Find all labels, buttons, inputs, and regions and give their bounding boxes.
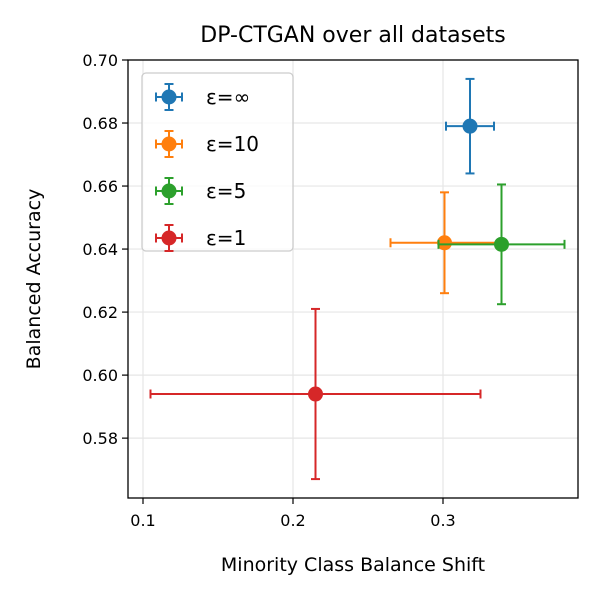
legend-label: ε=10 [206,132,259,156]
y-tick-label: 0.62 [82,303,118,322]
legend-entry-2: ε=5 [155,177,246,205]
legend-entry-0: ε=∞ [155,83,250,111]
series-0-errorbar-point [445,77,495,175]
legend-marker [161,230,177,246]
y-tick-label: 0.68 [82,114,118,133]
legend-entry-3: ε=1 [155,224,246,252]
y-tick-label: 0.60 [82,366,118,385]
axis-ticks: 0.1 0.2 0.3 0.58 0.60 0.62 0.64 0.66 0.68 0.70 [82,51,455,530]
chart-title: DP-CTGAN over all datasets [200,23,505,48]
data-point [308,386,323,402]
legend-label: ε=5 [206,179,246,203]
data-point [437,235,452,251]
legend-label: ε=∞ [206,85,250,109]
y-tick-label: 0.58 [82,429,118,448]
x-axis-label: Minority Class Balance Shift [221,554,485,576]
legend-frame [141,72,294,252]
y-tick-label: 0.64 [82,240,118,259]
x-tick-label: 0.3 [430,511,455,530]
series-2-errorbar-point [437,183,566,306]
series-3-errorbar-point [149,307,482,481]
legend-marker [161,136,177,152]
data-marks [149,77,566,481]
legend-marker [161,89,177,105]
legend-marker [161,183,177,199]
y-tick-label: 0.66 [82,177,118,196]
x-tick-label: 0.2 [280,511,305,530]
data-point [462,118,478,134]
x-tick-label: 0.1 [130,511,155,530]
legend-entry-1: ε=10 [155,130,259,158]
series-1-errorbar-point [389,191,500,295]
y-tick-label: 0.70 [82,51,118,70]
legend: ε=∞ ε=10 ε=5 ε=1 [141,72,294,252]
plot-frame [127,59,579,499]
y-axis-label: Balanced Accuracy [23,189,45,370]
data-point [494,236,509,252]
legend-label: ε=1 [206,226,246,250]
